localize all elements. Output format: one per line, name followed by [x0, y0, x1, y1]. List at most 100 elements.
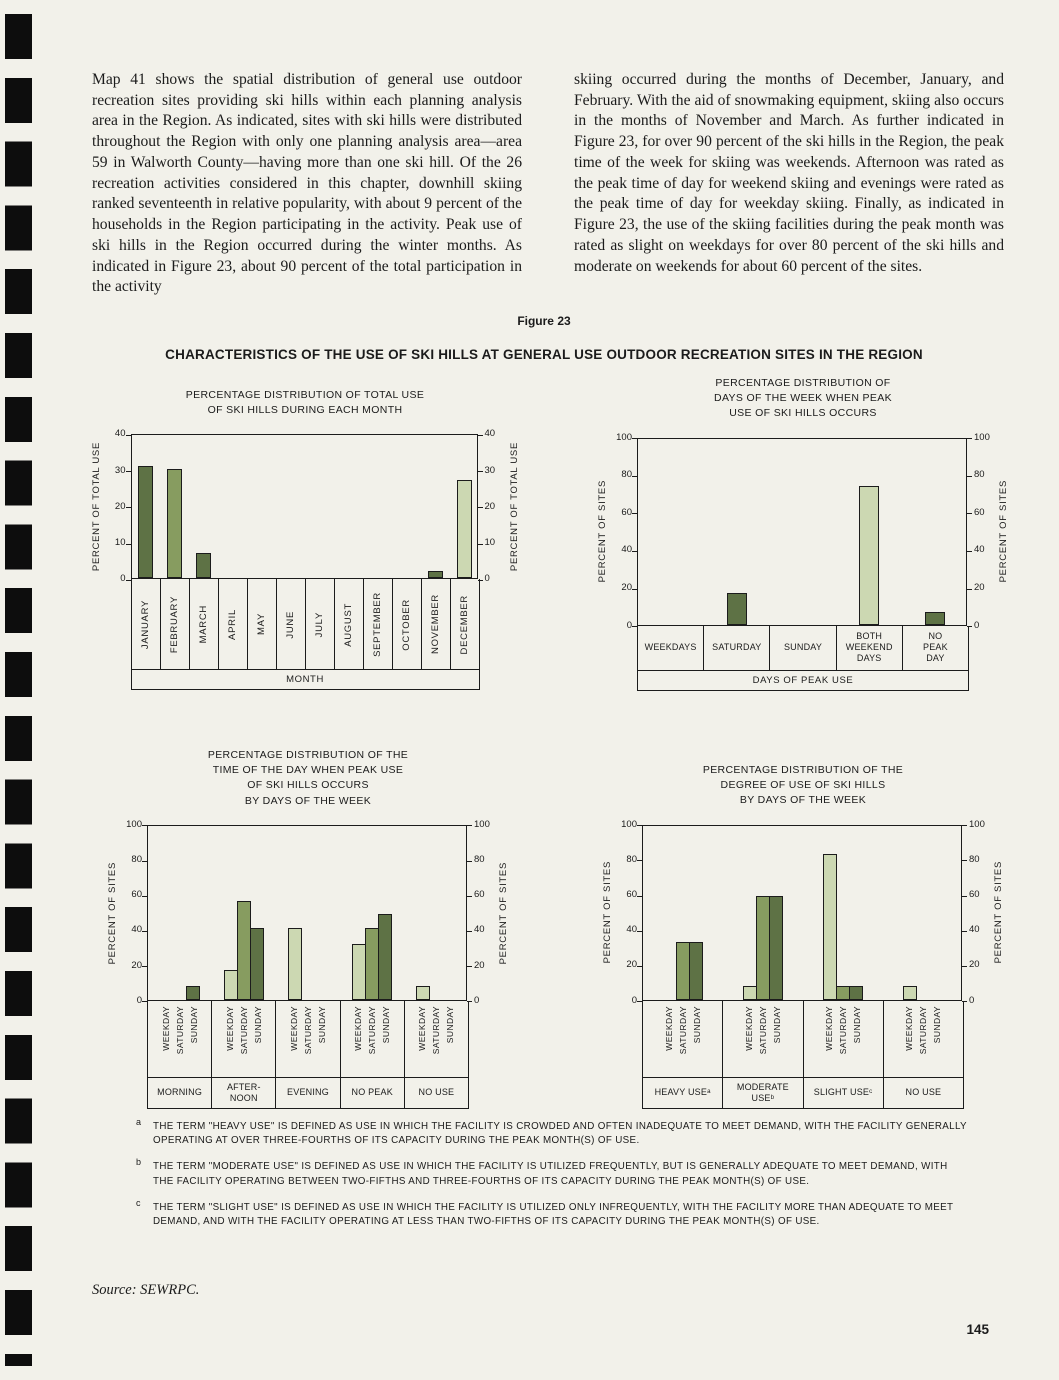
chart-title: PERCENTAGE DISTRIBUTION OF THE TIME OF TH…: [207, 749, 409, 807]
tick-mark: [962, 825, 967, 827]
tick-mark: [632, 475, 637, 477]
plot-area: [142, 824, 472, 1003]
tick-label: 0: [626, 619, 632, 631]
tick-mark: [962, 965, 967, 967]
x-axis-area: WEEKDAY SATURDAY SUNDAY WEEKDAY SATURDAY SUND…: [147, 1000, 469, 1109]
y-axis-title-text: PERCENT OF SITES: [498, 861, 509, 965]
tick-label: 80: [474, 854, 485, 866]
tick-label: 40: [621, 544, 632, 556]
series-labels-cell: WEEKDAY SATURDAY SUNDAY: [723, 1000, 804, 1077]
group-label: SLIGHT USEᶜ: [804, 1077, 884, 1108]
tick-mark: [477, 471, 483, 473]
category-label-text: BOTH WEEKEND DAYS: [845, 631, 893, 664]
bar: [138, 466, 154, 579]
tick-label: 80: [626, 853, 637, 865]
bar: [378, 913, 392, 1000]
tick-mark: [477, 543, 483, 545]
series-label: SATURDAY: [757, 1005, 768, 1054]
tick-mark: [467, 966, 472, 968]
tick-label: 40: [484, 428, 496, 440]
series-label: SUNDAY: [445, 1005, 456, 1044]
x-axis-title: MONTH: [130, 670, 480, 691]
tick-label: 40: [474, 924, 485, 936]
y-axis-ticks-right: 0 10 20 30 40: [480, 428, 507, 584]
tick-mark: [125, 507, 131, 509]
y-axis-ticks-left: 0 20 40 60 80 100: [615, 819, 642, 1006]
bar: [416, 985, 430, 1000]
tick-mark: [637, 965, 642, 967]
group-label-text: AFTER- NOON: [226, 1082, 261, 1103]
bar: [836, 985, 850, 1000]
chart-body: PERCENT OF SITES 0 20 40 60 80 100 WEEKDAY SATUR…: [73, 819, 543, 1109]
series-label: WEEKDAY: [663, 1005, 674, 1051]
tick-mark: [967, 475, 972, 477]
category-label: NO PEAK DAY: [903, 626, 968, 670]
series-labels-row: WEEKDAY SATURDAY SUNDAY WEEKDAY SATURDAY SUND…: [147, 1000, 469, 1078]
series-labels-cell: WEEKDAY SATURDAY SUNDAY: [804, 1000, 884, 1077]
tick-label: 20: [474, 959, 485, 971]
chart-body: PERCENT OF SITES 0 20 40 60 80 100 WEEKDAY SATUR…: [568, 819, 1038, 1109]
series-labels-cell: WEEKDAY SATURDAY SUNDAY: [405, 1001, 468, 1077]
category-label-text: JUNE: [285, 610, 296, 639]
tick-label: 60: [626, 889, 637, 901]
series-label: SUNDAY: [852, 1005, 863, 1043]
plot-area: [632, 437, 972, 628]
series-label: WEEKDAY: [417, 1005, 428, 1051]
tick-label: 60: [974, 506, 985, 518]
tick-mark: [962, 930, 967, 932]
figure-title: CHARACTERISTICS OF THE USE OF SKI HILLS …: [165, 347, 923, 362]
series-label: WEEKDAY: [289, 1005, 299, 1051]
y-axis-title-text: PERCENT OF TOTAL USE: [90, 442, 102, 572]
x-axis-categories: JANUARY FEBRUARY MARCH APRIL MAY JUNE JULY AUGU…: [130, 579, 480, 671]
tick-mark: [125, 543, 131, 545]
tick-label: 60: [621, 506, 632, 518]
tick-mark: [967, 513, 972, 515]
tick-mark: [637, 860, 642, 862]
y-axis-title-text: PERCENT OF SITES: [998, 480, 1009, 583]
group-label: HEAVY USEᵃ: [643, 1077, 724, 1108]
category-label: AUGUST: [335, 579, 364, 670]
tick-mark: [962, 1001, 967, 1003]
tick-mark: [477, 579, 483, 581]
tick-mark: [632, 438, 637, 440]
tick-mark: [967, 438, 972, 440]
y-axis-title-left: PERCENT OF SITES: [600, 825, 615, 1001]
tick-mark: [142, 825, 147, 827]
y-axis-title-left: PERCENT OF TOTAL USE: [89, 434, 104, 579]
y-axis-title-text: PERCENT OF SITES: [602, 861, 613, 964]
chart-title: PERCENTAGE DISTRIBUTION OF TOTAL USE OF S…: [185, 389, 425, 417]
group-label-text: MODERATE USEᵇ: [736, 1081, 789, 1103]
x-axis-categories: WEEKDAYS SATURDAY SUNDAY BOTH WEEKEND DAYS N…: [637, 625, 969, 671]
tick-label: 30: [114, 464, 126, 476]
source-line: Source: SEWRPC.: [92, 1282, 200, 1298]
tick-label: 40: [974, 544, 985, 556]
series-label: SATURDAY: [431, 1005, 442, 1055]
x-axis-area: WEEKDAY SATURDAY SUNDAY WEEKDAY SATURDAY SUND…: [642, 1000, 964, 1109]
footnote-c-text: THE TERM "SLIGHT USE" IS DEFINED AS USE …: [153, 1201, 954, 1228]
bar: [456, 480, 472, 579]
plot-column: WEEKDAY SATURDAY SUNDAY WEEKDAY SATURDAY SUND…: [637, 824, 967, 1109]
series-label: SATURDAY: [367, 1005, 378, 1055]
tick-label: 10: [484, 537, 496, 549]
tick-label: 80: [974, 469, 985, 481]
category-label: JULY: [306, 579, 335, 670]
body-text-right-column: skiing occurred during the months of Dec…: [574, 71, 1004, 275]
category-label-text: WEEKDAYS: [644, 642, 697, 653]
tick-label: 0: [120, 573, 126, 585]
tick-mark: [125, 434, 131, 436]
category-label: SATURDAY: [704, 625, 771, 670]
series-label: WEEKDAY: [353, 1005, 364, 1051]
y-axis-title-text: PERCENT OF TOTAL USE: [508, 442, 520, 572]
series-labels-cell: WEEKDAY SATURDAY SUNDAY: [276, 1000, 341, 1077]
bar: [903, 985, 917, 1000]
category-label-text: JANUARY: [140, 599, 151, 649]
group-label-text: MORNING: [157, 1087, 203, 1098]
series-labels-cell: WEEKDAY SATURDAY SUNDAY: [884, 1001, 963, 1077]
chart-degree-of-use: PERCENTAGE DISTRIBUTION OF THE DEGREE OF …: [568, 763, 1038, 1109]
bar: [727, 592, 747, 625]
tick-mark: [637, 1001, 642, 1003]
series-label: SUNDAY: [932, 1005, 943, 1043]
category-label-text: MAY: [256, 613, 267, 636]
group-label-text: HEAVY USEᵃ: [654, 1087, 711, 1098]
group-label: MORNING: [148, 1077, 213, 1108]
